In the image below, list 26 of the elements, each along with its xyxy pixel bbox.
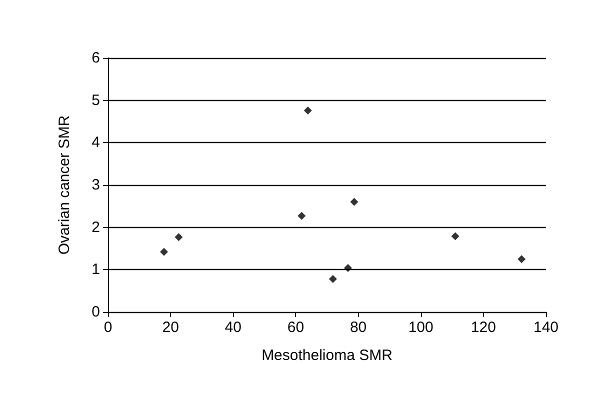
x-axis-title: Mesothelioma SMR	[262, 347, 393, 364]
x-tick-label: 20	[162, 319, 179, 336]
point	[304, 106, 312, 114]
point	[350, 198, 358, 206]
y-tick-label: 0	[92, 304, 100, 320]
x-tick-label: 40	[224, 319, 242, 336]
y-tick-label: 3	[92, 176, 100, 194]
x-tick-label: 120	[470, 319, 496, 336]
y-axis-title: Ovarian cancer SMR	[56, 115, 73, 255]
point	[451, 232, 460, 240]
x-tick-label: 140	[533, 319, 559, 336]
y-tick-label: 2	[92, 218, 100, 236]
y-tick-label: 4	[92, 134, 100, 152]
point	[298, 212, 306, 220]
x-tick-label: 60	[287, 319, 304, 336]
point	[174, 233, 183, 242]
x-tick-label: 0	[104, 319, 112, 336]
y-tick-label: 6	[92, 50, 100, 66]
y-tick-label: 5	[92, 92, 100, 109]
x-tick-label: 100	[408, 319, 434, 336]
point	[518, 255, 526, 264]
point	[160, 248, 168, 256]
point	[344, 264, 352, 272]
y-tick-label: 1	[92, 261, 100, 278]
point	[328, 274, 337, 283]
x-tick-label: 80	[350, 319, 367, 336]
